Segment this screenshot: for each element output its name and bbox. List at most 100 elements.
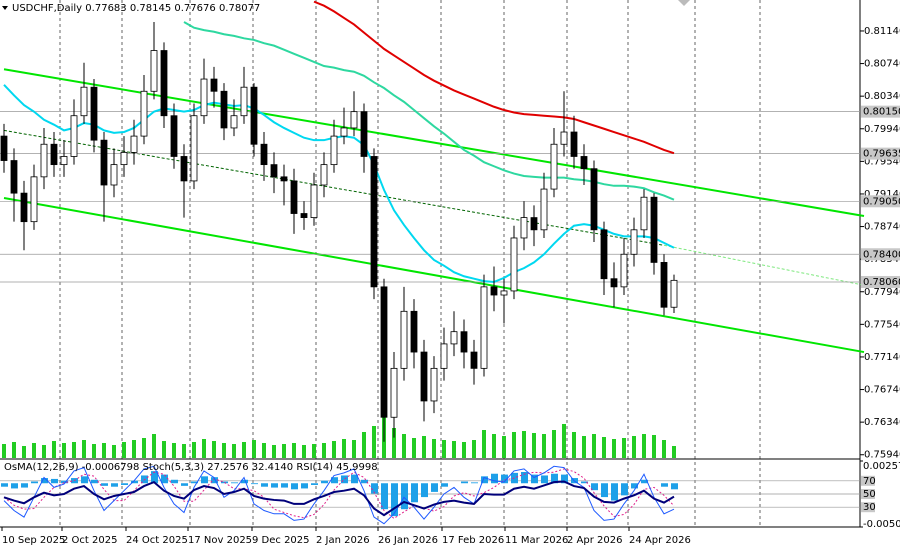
channel-line: [663, 244, 865, 286]
header-symbol: USDCHF,Daily: [12, 3, 82, 14]
volume-bar: [592, 434, 596, 458]
osma-bar: [191, 481, 198, 484]
osma-bar: [521, 472, 528, 484]
candle-body: [450, 331, 458, 345]
candle-body: [260, 143, 268, 166]
x-tick-label: 10 Sep 2025: [2, 535, 65, 546]
volume-bar: [262, 443, 266, 458]
volume-bar: [12, 442, 16, 458]
volume-bar: [182, 444, 186, 458]
candle-body: [200, 78, 208, 117]
osma-bar: [31, 481, 38, 484]
osma-bar: [131, 480, 138, 484]
osma-bar: [81, 476, 88, 484]
osma-bar: [491, 473, 498, 484]
volume-bar: [422, 436, 426, 458]
stoch-main: [3, 465, 675, 525]
volume-bar: [272, 445, 276, 458]
channel-line: [3, 197, 865, 354]
candle-body: [520, 217, 528, 239]
candle-body: [590, 168, 598, 231]
volume-bar: [322, 443, 326, 458]
volume-bar: [32, 443, 36, 458]
volume-bar: [662, 440, 666, 458]
candle-body: [70, 115, 78, 157]
candle-body: [530, 217, 538, 231]
candle-body: [250, 86, 258, 145]
x-tick-label: 2 Jan 2026: [316, 535, 370, 546]
volume-bar: [312, 444, 316, 458]
volume-bar: [102, 443, 106, 458]
candle-body: [160, 50, 168, 117]
candle-body: [40, 143, 48, 178]
candle-body: [270, 164, 278, 178]
osma-bar: [581, 481, 588, 484]
osma-bar: [171, 479, 178, 484]
osma-bar: [21, 483, 28, 488]
osma-bar: [601, 483, 608, 498]
candle-body: [380, 286, 388, 418]
level-label: 0.78060: [863, 277, 900, 288]
osma-bar: [321, 480, 328, 484]
volume-bar: [602, 437, 606, 458]
osma-bar: [231, 482, 238, 484]
osc-header: OsMA(12,26,9) -0.0006798 Stoch(5,3,3) 27…: [4, 462, 378, 473]
volume-bar: [62, 443, 66, 458]
osma-bar: [661, 483, 668, 487]
osma-bar: [61, 480, 68, 484]
candle-body: [650, 196, 658, 263]
volume-bar: [582, 436, 586, 458]
osma-bar: [561, 474, 568, 484]
osc-level-bg: [861, 502, 875, 513]
volume-bar: [642, 434, 646, 458]
candle-body: [620, 253, 628, 288]
volume-bar: [72, 442, 76, 458]
volume-bar: [242, 442, 246, 458]
level-label-bg: [861, 147, 900, 160]
osc-tick-label: 70: [863, 476, 876, 487]
candle-body: [0, 135, 8, 161]
volume-bar: [542, 434, 546, 458]
volume-bar: [472, 440, 476, 458]
volume-bar: [572, 432, 576, 458]
header-close: 0.78077: [219, 3, 260, 14]
osma-bar: [11, 483, 18, 489]
volume-bar: [672, 446, 676, 458]
volume-bar: [162, 441, 166, 458]
x-tick-label: 2 Apr 2026: [567, 535, 622, 546]
volume-bar: [92, 444, 96, 458]
volume-bar: [532, 433, 536, 458]
header: USDCHF,Daily 0.77683 0.78145 0.77676 0.7…: [12, 3, 260, 14]
volume-bar: [292, 443, 296, 458]
candle-body: [190, 115, 198, 182]
candle-body: [10, 160, 18, 194]
osma-bar: [381, 483, 388, 510]
candle-body: [400, 310, 408, 369]
volume-bar: [122, 442, 126, 458]
osc-header-part: Stoch(5,3,3) 27.2576 32.4140: [143, 462, 294, 473]
volume-bar: [452, 441, 456, 458]
osma-bar: [281, 483, 288, 488]
candle-body: [470, 351, 478, 369]
osma-bar: [151, 471, 158, 484]
osma-bar: [511, 472, 518, 484]
volume-bar: [52, 441, 56, 458]
osma-bar: [211, 477, 218, 484]
candle-body: [510, 237, 518, 292]
volume-bar: [392, 428, 396, 458]
candle-body: [180, 156, 188, 182]
osma-tick-label: 0.002572: [863, 461, 900, 472]
osma-bar: [351, 474, 358, 484]
level-label-bg: [861, 275, 900, 288]
candle-body: [370, 156, 378, 288]
candle-body: [630, 229, 638, 255]
volume-bar: [82, 440, 86, 458]
volume-bar: [372, 426, 376, 458]
candle-body: [540, 188, 548, 231]
candle-body: [390, 367, 398, 418]
candle-body: [130, 135, 138, 153]
osma-bar: [161, 474, 168, 484]
